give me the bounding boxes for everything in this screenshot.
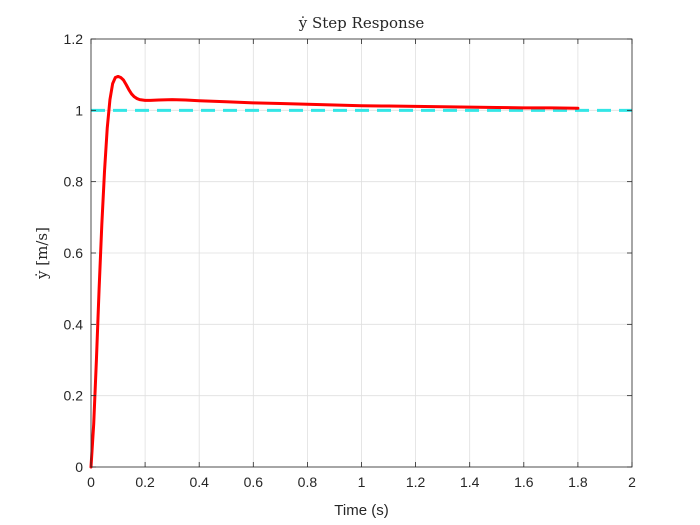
- x-tick-label: 0.6: [244, 474, 264, 490]
- y-tick-label: 0.6: [64, 245, 84, 261]
- x-tick-label: 0.2: [135, 474, 155, 490]
- x-tick-label: 0.8: [298, 474, 318, 490]
- x-tick-label: 1.4: [460, 474, 480, 490]
- x-tick-label: 0: [87, 474, 95, 490]
- x-axis-label: Time (s): [334, 502, 388, 519]
- y-tick-label: 0: [75, 459, 83, 475]
- chart-title: ẏ Step Response: [298, 14, 425, 32]
- x-tick-label: 0.4: [189, 474, 209, 490]
- y-tick-label: 0.2: [64, 388, 84, 404]
- y-tick-label: 1: [75, 102, 83, 118]
- y-tick-label: 0.8: [64, 174, 84, 190]
- axis-ticks: [90, 38, 633, 468]
- tick-labels: 0 0.2 0.4 0.6 0.8 1 1.2 1.4 1.6 1.8 2 0 0.2 0.4 0.6 0.8…: [64, 31, 637, 490]
- x-tick-label: 1: [358, 474, 366, 490]
- x-tick-label: 1.6: [514, 474, 534, 490]
- y-tick-label: 0.4: [64, 316, 84, 332]
- x-tick-label: 1.8: [568, 474, 588, 490]
- data-series: [89, 74, 632, 469]
- x-tick-label: 2: [628, 474, 636, 490]
- y-tick-label: 1.2: [64, 31, 84, 47]
- response-line: [89, 74, 580, 469]
- y-axis-label: ẏ [m/s]: [33, 227, 51, 280]
- x-tick-label: 1.2: [406, 474, 426, 490]
